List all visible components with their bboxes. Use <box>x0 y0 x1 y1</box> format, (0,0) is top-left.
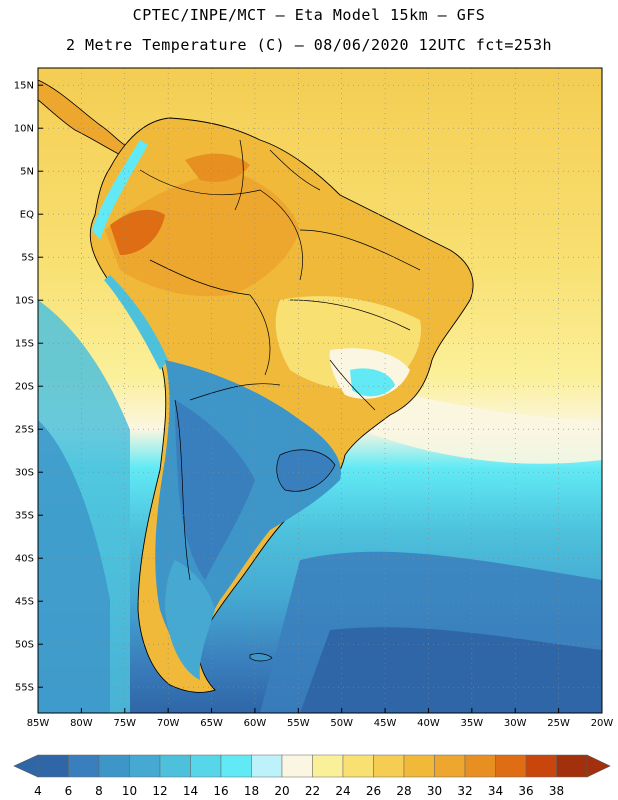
map-area <box>38 68 602 713</box>
colorbar-label: 6 <box>65 784 73 798</box>
lat-tick-label: 40S <box>15 554 34 565</box>
latitude-axis: 15N 10N 5N EQ 5S 10S 15S 20S 25S 30S 35S 40S 45S 50S 5… <box>14 81 43 694</box>
andes-north-cold <box>92 140 148 240</box>
lon-tick-label: 70W <box>157 718 180 729</box>
lon-tick-label: 45W <box>374 718 397 729</box>
colorbar-swatch <box>342 754 374 778</box>
lat-tick-label: 5N <box>20 167 34 178</box>
lat-tick-label: 10N <box>14 124 34 135</box>
longitude-axis: 85W 80W 75W 70W 65W 60W 55W 50W 45W 40W 35W 30W 25W 2… <box>27 708 614 729</box>
map-title-line-1: CPTEC/INPE/MCT – Eta Model 15km – GFS <box>132 6 486 24</box>
colorbar-swatch <box>495 754 527 778</box>
colorbar-right-arrow <box>586 754 611 778</box>
lat-tick-label: 15N <box>14 81 34 92</box>
lat-tick-label: 5S <box>21 253 34 264</box>
colorbar-label: 26 <box>366 784 381 798</box>
colorbar-swatch <box>403 754 435 778</box>
lat-tick-label: 20S <box>15 382 34 393</box>
argentina-cold-core <box>175 400 255 580</box>
lat-tick-label: 30S <box>15 468 34 479</box>
colorbar-label: 36 <box>518 784 533 798</box>
lon-tick-label: 80W <box>70 718 93 729</box>
peru-hot-core <box>110 209 165 255</box>
lon-tick-label: 25W <box>547 718 570 729</box>
colorbar-swatch <box>37 754 69 778</box>
border-brazil-states-north <box>299 229 421 271</box>
colorbar-label: 12 <box>152 784 167 798</box>
colorbar-swatch <box>251 754 283 778</box>
colorbar-swatch <box>373 754 405 778</box>
colorbar-label: 22 <box>305 784 320 798</box>
colorbar-swatch <box>556 754 588 778</box>
colorbar-swatch <box>98 754 130 778</box>
border-brazil-states-south <box>329 359 376 411</box>
lon-tick-label: 40W <box>417 718 440 729</box>
colorbar-swatch <box>281 754 313 778</box>
lon-tick-label: 65W <box>200 718 223 729</box>
country-borders <box>139 139 421 581</box>
lon-tick-label: 30W <box>504 718 527 729</box>
colorbar-swatch <box>68 754 100 778</box>
colorbar-label: 18 <box>244 784 259 798</box>
lon-tick-label: 55W <box>287 718 310 729</box>
patagonia-region <box>165 560 215 680</box>
lat-lon-grid <box>38 68 602 713</box>
lon-tick-label: 60W <box>244 718 267 729</box>
colorbar-swatch <box>312 754 344 778</box>
lon-tick-label: 20W <box>591 718 614 729</box>
lon-tick-label: 85W <box>27 718 50 729</box>
colorbar-label: 20 <box>274 784 289 798</box>
border-bolivia-brazil <box>249 294 271 376</box>
colorbar-label: 30 <box>427 784 442 798</box>
map-title-line-2: 2 Metre Temperature (C) – 08/06/2020 12U… <box>65 36 553 54</box>
colorbar-label: 10 <box>122 784 137 798</box>
lat-tick-label: 25S <box>15 425 34 436</box>
colorbar-swatch <box>434 754 466 778</box>
temperature-colorbar: 4 6 8 10 12 14 16 18 20 22 24 26 28 30 32 34 36 38 <box>13 754 611 798</box>
lon-tick-label: 35W <box>461 718 484 729</box>
colorbar-label: 24 <box>335 784 350 798</box>
colorbar-swatch <box>190 754 222 778</box>
colorbar-label: 16 <box>213 784 228 798</box>
colorbar-label: 14 <box>183 784 198 798</box>
colorbar-label: 8 <box>95 784 103 798</box>
falkland-islands <box>249 653 273 662</box>
southern-ocean-region <box>300 627 602 713</box>
colorbar-label: 28 <box>396 784 411 798</box>
border-colombia-brazil <box>139 169 303 281</box>
amazon-hot-region <box>105 170 300 297</box>
lat-tick-label: 55S <box>15 683 34 694</box>
lat-tick-label: 15S <box>15 339 34 350</box>
brazil-cool-spot <box>350 368 395 397</box>
lat-tick-label: 45S <box>15 597 34 608</box>
lon-tick-label: 75W <box>113 718 136 729</box>
colorbar-label: 34 <box>488 784 503 798</box>
lat-tick-label: EQ <box>20 210 34 221</box>
lat-tick-label: 50S <box>15 640 34 651</box>
border-chile-argentina <box>174 399 191 581</box>
lat-tick-label: 35S <box>15 511 34 522</box>
pacific-cold-region <box>38 420 110 713</box>
colorbar-swatch <box>525 754 557 778</box>
border-guianas <box>269 149 321 191</box>
colorbar-label: 38 <box>549 784 564 798</box>
border-paraguay <box>189 383 281 401</box>
lon-tick-label: 50W <box>330 718 353 729</box>
map-frame <box>37 67 603 714</box>
colorbar-swatch <box>129 754 161 778</box>
uruguay-region <box>276 449 336 492</box>
colorbar-swatch <box>464 754 496 778</box>
border-peru-brazil <box>149 259 251 296</box>
venezuela-hot-core <box>185 153 250 182</box>
colorbar-label: 32 <box>457 784 472 798</box>
colorbar-swatch <box>159 754 191 778</box>
colorbar-swatch <box>220 754 252 778</box>
andes-peru-cold <box>104 275 168 370</box>
border-venezuela <box>234 139 244 211</box>
lat-tick-label: 10S <box>15 296 34 307</box>
colorbar-label: 4 <box>34 784 42 798</box>
colorbar-left-arrow <box>13 754 39 778</box>
